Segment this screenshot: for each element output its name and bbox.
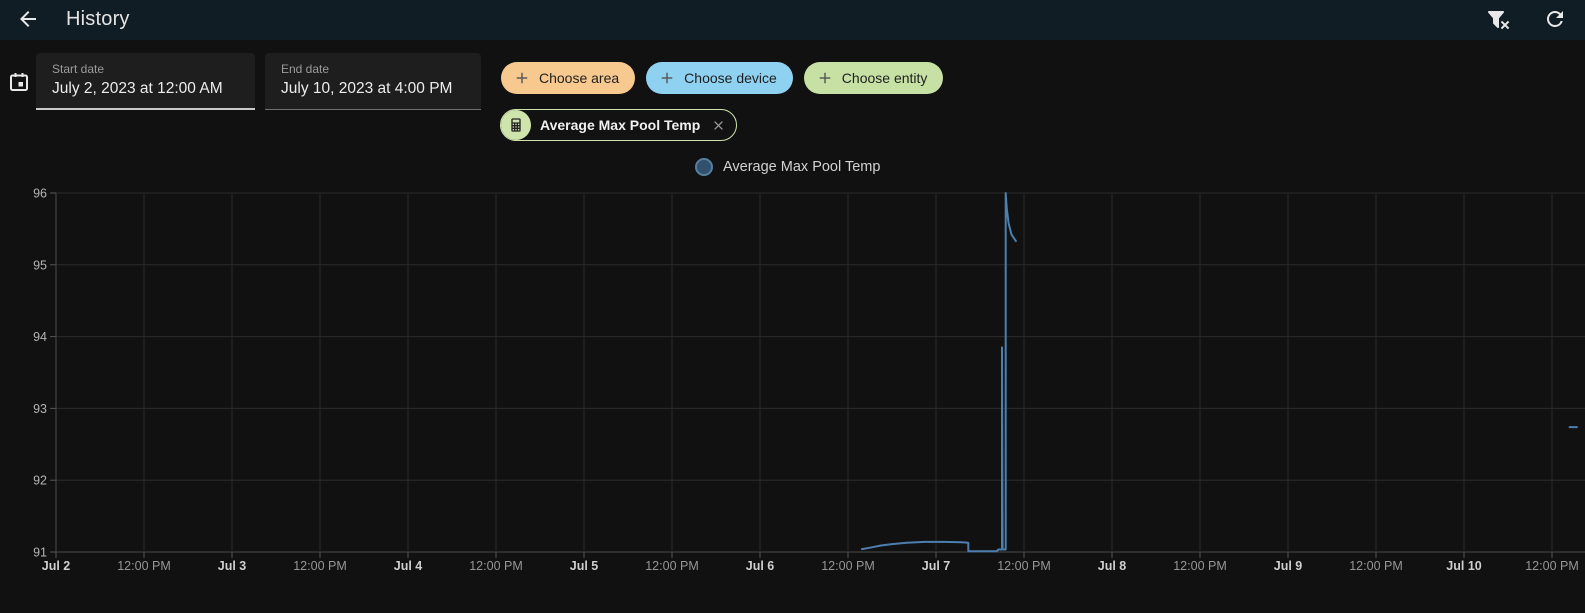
filter-chip-row: Choose area Choose device Choose entity: [501, 62, 944, 94]
page-title: History: [66, 8, 130, 30]
svg-text:12:00 PM: 12:00 PM: [293, 559, 347, 573]
svg-text:Jul 10: Jul 10: [1446, 559, 1481, 573]
arrow-left-icon: [16, 7, 40, 34]
svg-text:12:00 PM: 12:00 PM: [645, 559, 699, 573]
legend-label: Average Max Pool Temp: [723, 159, 881, 175]
app-header: History: [0, 0, 1585, 40]
refresh-icon: [1543, 7, 1567, 34]
choose-area-label: Choose area: [539, 70, 620, 86]
start-date-label: Start date: [52, 62, 105, 76]
end-date-field[interactable]: End date July 10, 2023 at 4:00 PM: [265, 53, 481, 110]
start-date-field[interactable]: Start date July 2, 2023 at 12:00 AM: [36, 53, 255, 110]
plus-icon: [513, 69, 531, 87]
end-date-label: End date: [281, 62, 330, 76]
svg-text:95: 95: [33, 258, 47, 272]
svg-text:Jul 2: Jul 2: [42, 559, 71, 573]
svg-text:Jul 5: Jul 5: [570, 559, 599, 573]
svg-text:12:00 PM: 12:00 PM: [997, 559, 1051, 573]
svg-text:12:00 PM: 12:00 PM: [469, 559, 523, 573]
legend-marker-icon: [695, 158, 713, 176]
end-date-value: July 10, 2023 at 4:00 PM: [281, 80, 453, 97]
selected-entity-chip[interactable]: Average Max Pool Temp: [500, 109, 738, 141]
svg-text:92: 92: [33, 474, 47, 488]
calculator-icon: [501, 110, 531, 140]
choose-area-chip[interactable]: Choose area: [501, 62, 636, 94]
back-button[interactable]: [16, 8, 40, 32]
legend-item[interactable]: Average Max Pool Temp: [695, 158, 880, 176]
svg-text:12:00 PM: 12:00 PM: [1525, 559, 1579, 573]
start-date-value: July 2, 2023 at 12:00 AM: [52, 80, 223, 97]
svg-text:94: 94: [33, 330, 47, 344]
svg-text:96: 96: [33, 187, 47, 201]
calendar-icon: [7, 70, 31, 94]
svg-text:91: 91: [33, 546, 47, 560]
svg-text:Jul 9: Jul 9: [1274, 559, 1303, 573]
close-icon[interactable]: [710, 117, 726, 133]
choose-device-label: Choose device: [684, 70, 777, 86]
refresh-button[interactable]: [1543, 8, 1567, 32]
svg-text:12:00 PM: 12:00 PM: [1349, 559, 1403, 573]
svg-text:Jul 3: Jul 3: [218, 559, 247, 573]
svg-text:12:00 PM: 12:00 PM: [821, 559, 875, 573]
svg-text:93: 93: [33, 402, 47, 416]
choose-entity-label: Choose entity: [841, 70, 928, 86]
svg-text:12:00 PM: 12:00 PM: [117, 559, 171, 573]
svg-text:Jul 7: Jul 7: [922, 559, 951, 573]
filter-remove-icon: [1486, 7, 1510, 34]
choose-device-chip[interactable]: Choose device: [646, 62, 793, 94]
choose-entity-chip[interactable]: Choose entity: [803, 62, 944, 94]
svg-text:Jul 8: Jul 8: [1098, 559, 1127, 573]
plus-icon: [658, 69, 676, 87]
plus-icon: [816, 69, 834, 87]
svg-text:Jul 6: Jul 6: [746, 559, 775, 573]
selected-entity-label: Average Max Pool Temp: [540, 117, 701, 133]
remove-filter-button[interactable]: [1486, 8, 1510, 32]
svg-text:12:00 PM: 12:00 PM: [1173, 559, 1227, 573]
svg-text:Jul 4: Jul 4: [394, 559, 423, 573]
